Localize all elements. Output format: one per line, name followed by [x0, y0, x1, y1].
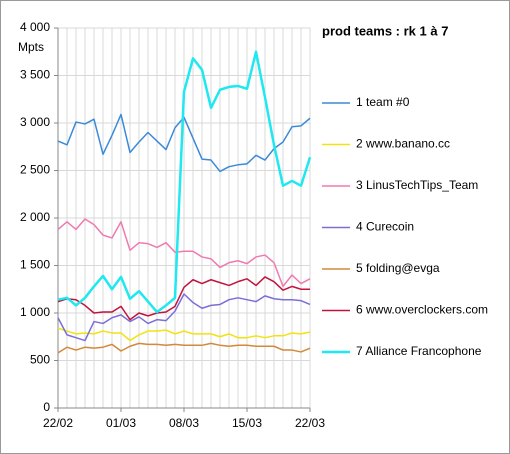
series-line	[57, 50, 312, 314]
y-tick-label: 1 500	[20, 258, 50, 272]
y-tick-label: 3 000	[20, 115, 50, 129]
y-tick-label: 500	[30, 353, 50, 367]
y-tick-label: 2 500	[20, 163, 50, 177]
legend-label: 1 team #0	[356, 95, 410, 109]
series-line	[57, 276, 310, 321]
legend-label: 4 Curecoin	[356, 220, 414, 234]
legend-label: 7 Alliance Francophone	[356, 344, 482, 358]
y-tick-label: 2 000	[20, 210, 50, 224]
legend-label: 5 folding@evga	[356, 261, 440, 275]
x-tick-label: 22/02	[43, 416, 73, 430]
legend-label: 3 LinusTechTips_Team	[356, 178, 478, 192]
y-tick-label: 0	[43, 400, 50, 414]
y-tick-label: 1 000	[20, 305, 50, 319]
legend-label: 6 www.overclockers.com	[356, 303, 488, 317]
x-tick-label: 08/03	[169, 416, 199, 430]
series-line	[57, 342, 311, 354]
x-tick-label: 15/03	[232, 416, 262, 430]
x-tick-label: 01/03	[106, 416, 136, 430]
y-tick-label: 4 000	[20, 20, 50, 34]
x-tick-label: 22/03	[295, 416, 325, 430]
series-line	[57, 293, 311, 342]
series-line	[57, 327, 311, 342]
y-axis-label: Mpts	[18, 40, 44, 54]
chart-title: prod teams : rk 1 à 7	[322, 23, 448, 38]
y-tick-label: 3 500	[20, 68, 50, 82]
series-line	[57, 218, 311, 288]
legend-label: 2 www.banano.cc	[356, 137, 450, 151]
